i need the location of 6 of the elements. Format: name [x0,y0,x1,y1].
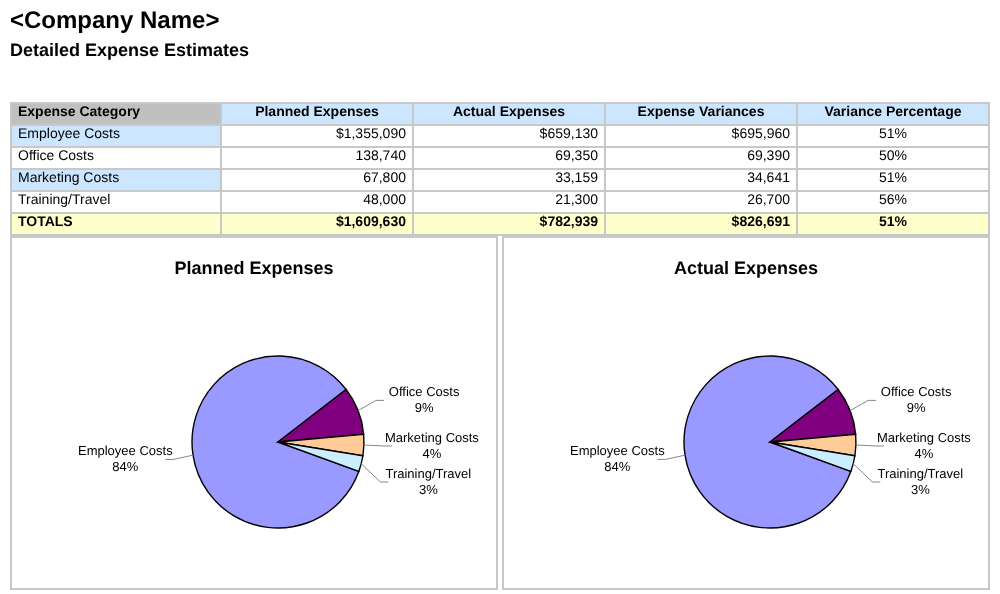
pie-slice [191,355,360,529]
text: <Company Name> [10,6,220,34]
chart-title: Actual Expenses [671,258,821,278]
pie-slice [683,355,852,529]
text: Detailed Expense Estimates [10,40,250,60]
chart-title: Planned Expenses [172,258,336,278]
